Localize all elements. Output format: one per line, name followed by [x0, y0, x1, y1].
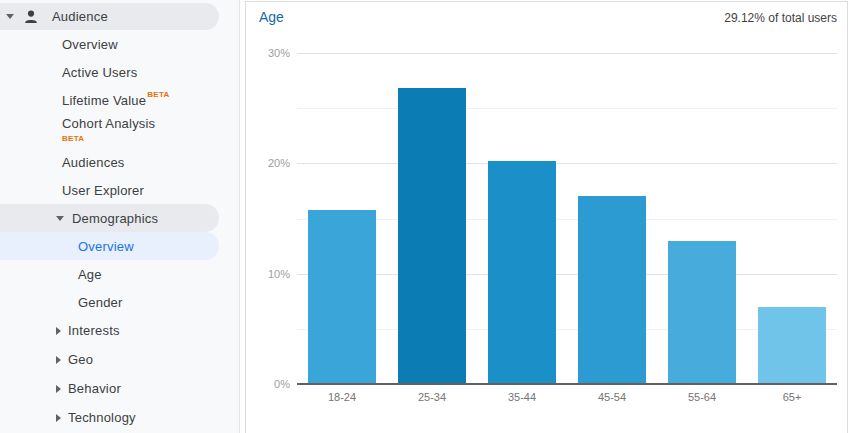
bar-35-44[interactable]: [488, 161, 556, 384]
x-axis-label: 25-34: [398, 391, 466, 403]
sidebar-item-label: Interests: [68, 323, 120, 338]
sidebar-item-label: Cohort Analysis: [62, 117, 155, 131]
sidebar-item-audiences[interactable]: Audiences: [0, 148, 240, 176]
sidebar-item-demographics-overview[interactable]: Overview: [0, 232, 219, 260]
x-axis-line: [297, 383, 837, 385]
sidebar-item-label: Overview: [62, 37, 118, 52]
beta-badge: BETA: [147, 90, 169, 99]
bar-18-24[interactable]: [308, 210, 376, 384]
sidebar-item-gender[interactable]: Gender: [0, 288, 240, 316]
chevron-right-icon[interactable]: [56, 356, 61, 364]
sidebar-item-behavior[interactable]: Behavior: [0, 374, 240, 403]
sidebar-item-overview[interactable]: Overview: [0, 30, 240, 58]
sidebar-item-label: Active Users: [62, 65, 137, 80]
chevron-right-icon[interactable]: [56, 327, 61, 335]
y-axis-tick-label: 10%: [248, 268, 290, 280]
sidebar-item-label: Gender: [78, 295, 123, 310]
sidebar-item-user-explorer[interactable]: User Explorer: [0, 176, 240, 204]
sidebar-item-cohort-analysis[interactable]: Cohort AnalysisBETA: [0, 114, 240, 148]
chevron-down-icon[interactable]: [56, 216, 64, 221]
bar-25-34[interactable]: [398, 88, 466, 384]
age-bar-chart-plot-area: [297, 53, 837, 384]
y-axis-tick-label: 20%: [248, 157, 290, 169]
chevron-down-icon[interactable]: [6, 14, 14, 19]
chevron-right-icon[interactable]: [56, 414, 61, 422]
person-icon: [23, 9, 39, 25]
bar-55-64[interactable]: [668, 241, 736, 384]
sidebar-item-interests[interactable]: Interests: [0, 316, 240, 345]
analytics-app: Audience Overview Active Users Lifetime Val…: [0, 0, 852, 433]
chevron-right-icon[interactable]: [56, 385, 61, 393]
sidebar-item-label: Demographics: [72, 211, 158, 226]
sidebar-item-active-users[interactable]: Active Users: [0, 58, 240, 86]
sidebar-item-age[interactable]: Age: [0, 260, 240, 288]
sidebar-item-label: Lifetime Value: [62, 93, 146, 108]
sidebar-item-label: Audience: [52, 9, 108, 24]
x-axis-label: 55-64: [668, 391, 736, 403]
age-chart-card: Age 29.12% of total users 18-24 25-34 35-4…: [245, 1, 848, 433]
chart-title-link[interactable]: Age: [259, 9, 284, 25]
sidebar-item-audience[interactable]: Audience: [0, 3, 219, 30]
sidebar-item-label: Geo: [68, 352, 93, 367]
x-axis-label: 45-54: [578, 391, 646, 403]
sidebar-item-label: Age: [78, 267, 102, 282]
x-axis-labels: 18-24 25-34 35-44 45-54 55-64 65+: [297, 391, 837, 403]
x-axis-label: 18-24: [308, 391, 376, 403]
sidebar-item-label: Behavior: [68, 381, 121, 396]
sidebar-item-geo[interactable]: Geo: [0, 345, 240, 374]
bars-container: [297, 53, 837, 384]
sidebar-item-label: User Explorer: [62, 183, 144, 198]
y-axis-tick-label: 0%: [248, 378, 290, 390]
beta-badge: BETA: [62, 132, 155, 146]
x-axis-label: 35-44: [488, 391, 556, 403]
sidebar-item-label: Audiences: [62, 155, 125, 170]
bar-65+[interactable]: [758, 307, 826, 384]
x-axis-label: 65+: [758, 391, 826, 403]
total-users-annotation: 29.12% of total users: [724, 11, 837, 25]
sidebar-item-technology[interactable]: Technology: [0, 403, 240, 432]
y-axis-tick-label: 30%: [248, 47, 290, 59]
sidebar-item-label: Overview: [78, 239, 134, 254]
sidebar-item-label: Technology: [68, 410, 136, 425]
sidebar-item-demographics[interactable]: Demographics: [0, 204, 219, 232]
bar-45-54[interactable]: [578, 196, 646, 384]
sidebar-item-lifetime-value[interactable]: Lifetime ValueBETA: [0, 86, 240, 114]
report-nav-sidebar: Audience Overview Active Users Lifetime Val…: [0, 0, 240, 433]
